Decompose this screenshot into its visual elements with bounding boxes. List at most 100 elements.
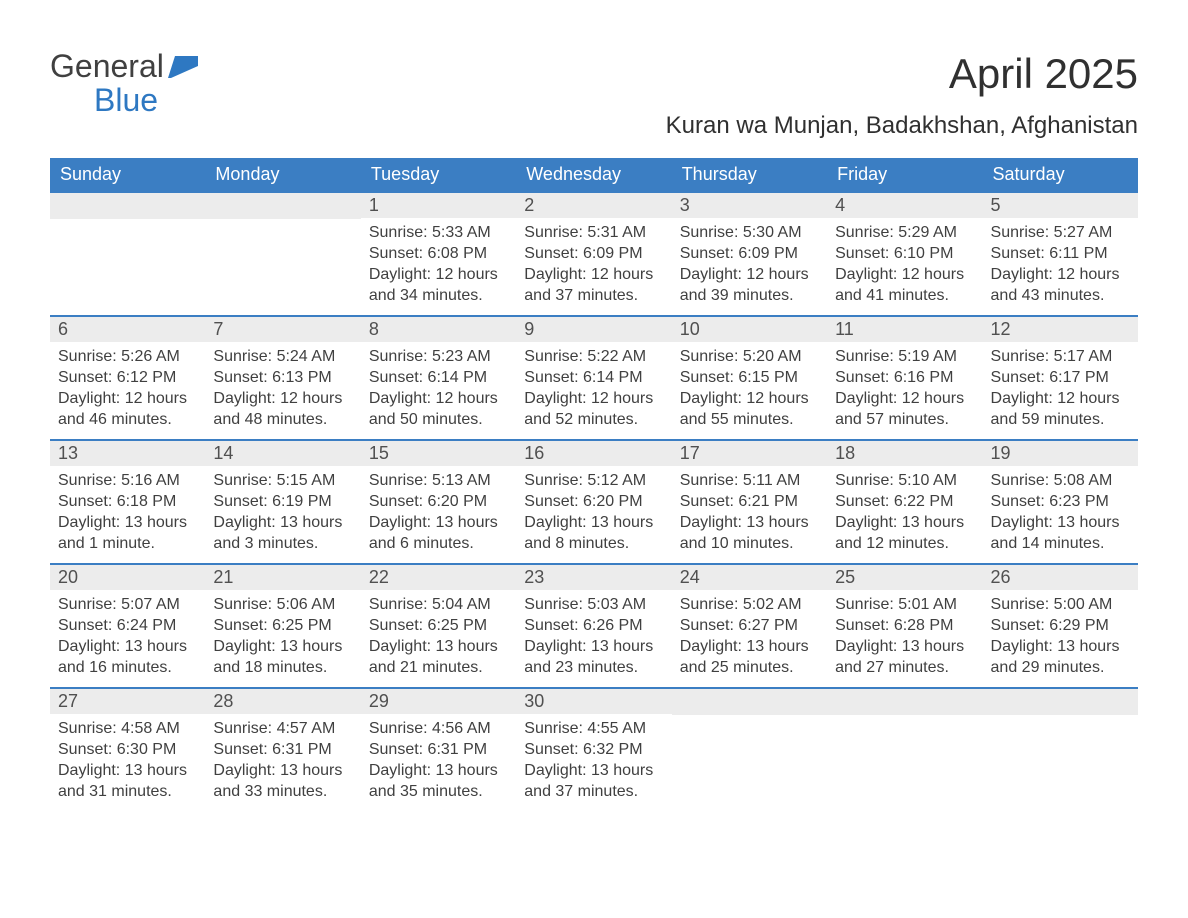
daylight-text: Daylight: 13 hours and 3 minutes.: [213, 512, 352, 554]
sunset-text: Sunset: 6:29 PM: [991, 615, 1130, 636]
day-number: 14: [205, 441, 360, 466]
day-body: Sunrise: 5:26 AMSunset: 6:12 PMDaylight:…: [50, 342, 205, 438]
sunrise-text: Sunrise: 5:16 AM: [58, 470, 197, 491]
day-cell: 15Sunrise: 5:13 AMSunset: 6:20 PMDayligh…: [361, 440, 516, 564]
sunset-text: Sunset: 6:24 PM: [58, 615, 197, 636]
day-body: Sunrise: 5:19 AMSunset: 6:16 PMDaylight:…: [827, 342, 982, 438]
day-cell: 1Sunrise: 5:33 AMSunset: 6:08 PMDaylight…: [361, 192, 516, 316]
day-number: 6: [50, 317, 205, 342]
day-cell: 12Sunrise: 5:17 AMSunset: 6:17 PMDayligh…: [983, 316, 1138, 440]
daylight-text: Daylight: 12 hours and 43 minutes.: [991, 264, 1130, 306]
sunrise-text: Sunrise: 5:00 AM: [991, 594, 1130, 615]
sunrise-text: Sunrise: 5:15 AM: [213, 470, 352, 491]
daylight-text: Daylight: 12 hours and 59 minutes.: [991, 388, 1130, 430]
daylight-text: Daylight: 13 hours and 31 minutes.: [58, 760, 197, 802]
sunrise-text: Sunrise: 5:10 AM: [835, 470, 974, 491]
sunset-text: Sunset: 6:32 PM: [524, 739, 663, 760]
day-cell: 6Sunrise: 5:26 AMSunset: 6:12 PMDaylight…: [50, 316, 205, 440]
sunset-text: Sunset: 6:31 PM: [369, 739, 508, 760]
calendar-page: General Blue April 2025 Kuran wa Munjan,…: [50, 50, 1138, 812]
sunset-text: Sunset: 6:12 PM: [58, 367, 197, 388]
daylight-text: Daylight: 12 hours and 34 minutes.: [369, 264, 508, 306]
day-cell: [205, 192, 360, 316]
title-block: April 2025 Kuran wa Munjan, Badakhshan, …: [666, 50, 1138, 140]
sunset-text: Sunset: 6:25 PM: [369, 615, 508, 636]
day-cell: 9Sunrise: 5:22 AMSunset: 6:14 PMDaylight…: [516, 316, 671, 440]
day-body: Sunrise: 5:04 AMSunset: 6:25 PMDaylight:…: [361, 590, 516, 686]
day-body: Sunrise: 5:23 AMSunset: 6:14 PMDaylight:…: [361, 342, 516, 438]
day-number: 4: [827, 193, 982, 218]
day-body: Sunrise: 5:17 AMSunset: 6:17 PMDaylight:…: [983, 342, 1138, 438]
day-body: Sunrise: 5:31 AMSunset: 6:09 PMDaylight:…: [516, 218, 671, 314]
day-number: 23: [516, 565, 671, 590]
day-body: Sunrise: 5:03 AMSunset: 6:26 PMDaylight:…: [516, 590, 671, 686]
day-number: 16: [516, 441, 671, 466]
daylight-text: Daylight: 12 hours and 55 minutes.: [680, 388, 819, 430]
daylight-text: Daylight: 12 hours and 50 minutes.: [369, 388, 508, 430]
day-number: 24: [672, 565, 827, 590]
header: General Blue April 2025 Kuran wa Munjan,…: [50, 50, 1138, 140]
weekday-header: Saturday: [983, 158, 1138, 192]
day-body: Sunrise: 5:06 AMSunset: 6:25 PMDaylight:…: [205, 590, 360, 686]
weekday-header: Friday: [827, 158, 982, 192]
day-cell: 7Sunrise: 5:24 AMSunset: 6:13 PMDaylight…: [205, 316, 360, 440]
day-body: Sunrise: 5:08 AMSunset: 6:23 PMDaylight:…: [983, 466, 1138, 562]
sunrise-text: Sunrise: 5:31 AM: [524, 222, 663, 243]
sunset-text: Sunset: 6:17 PM: [991, 367, 1130, 388]
day-body: Sunrise: 5:01 AMSunset: 6:28 PMDaylight:…: [827, 590, 982, 686]
day-cell: 24Sunrise: 5:02 AMSunset: 6:27 PMDayligh…: [672, 564, 827, 688]
logo-word-blue: Blue: [50, 82, 158, 118]
sunrise-text: Sunrise: 5:04 AM: [369, 594, 508, 615]
sunrise-text: Sunrise: 5:02 AM: [680, 594, 819, 615]
sunset-text: Sunset: 6:20 PM: [369, 491, 508, 512]
daylight-text: Daylight: 13 hours and 6 minutes.: [369, 512, 508, 554]
day-number: 26: [983, 565, 1138, 590]
day-number: 15: [361, 441, 516, 466]
daylight-text: Daylight: 13 hours and 1 minute.: [58, 512, 197, 554]
day-body: Sunrise: 5:02 AMSunset: 6:27 PMDaylight:…: [672, 590, 827, 686]
sunrise-text: Sunrise: 4:57 AM: [213, 718, 352, 739]
calendar-table: Sunday Monday Tuesday Wednesday Thursday…: [50, 158, 1138, 812]
day-cell: 11Sunrise: 5:19 AMSunset: 6:16 PMDayligh…: [827, 316, 982, 440]
day-body: Sunrise: 5:11 AMSunset: 6:21 PMDaylight:…: [672, 466, 827, 562]
sunset-text: Sunset: 6:26 PM: [524, 615, 663, 636]
day-number: 18: [827, 441, 982, 466]
logo-text: General Blue: [50, 50, 164, 117]
day-number: 30: [516, 689, 671, 714]
sunrise-text: Sunrise: 5:33 AM: [369, 222, 508, 243]
day-cell: 28Sunrise: 4:57 AMSunset: 6:31 PMDayligh…: [205, 688, 360, 812]
day-body: Sunrise: 4:57 AMSunset: 6:31 PMDaylight:…: [205, 714, 360, 810]
day-body: Sunrise: 5:20 AMSunset: 6:15 PMDaylight:…: [672, 342, 827, 438]
sunrise-text: Sunrise: 5:23 AM: [369, 346, 508, 367]
sunset-text: Sunset: 6:30 PM: [58, 739, 197, 760]
day-cell: 26 Sunrise: 5:00 AMSunset: 6:29 PMDayligh…: [983, 564, 1138, 688]
sunrise-text: Sunrise: 5:06 AM: [213, 594, 352, 615]
sunset-text: Sunset: 6:19 PM: [213, 491, 352, 512]
day-cell: 8Sunrise: 5:23 AMSunset: 6:14 PMDaylight…: [361, 316, 516, 440]
daylight-text: Daylight: 13 hours and 12 minutes.: [835, 512, 974, 554]
day-cell: 5Sunrise: 5:27 AMSunset: 6:11 PMDaylight…: [983, 192, 1138, 316]
day-cell: 21Sunrise: 5:06 AMSunset: 6:25 PMDayligh…: [205, 564, 360, 688]
day-cell: 27Sunrise: 4:58 AMSunset: 6:30 PMDayligh…: [50, 688, 205, 812]
day-number: 21: [205, 565, 360, 590]
sunrise-text: Sunrise: 5:26 AM: [58, 346, 197, 367]
sunrise-text: Sunrise: 5:12 AM: [524, 470, 663, 491]
day-cell: 4Sunrise: 5:29 AMSunset: 6:10 PMDaylight…: [827, 192, 982, 316]
day-cell: 10Sunrise: 5:20 AMSunset: 6:15 PMDayligh…: [672, 316, 827, 440]
day-cell: 16Sunrise: 5:12 AMSunset: 6:20 PMDayligh…: [516, 440, 671, 564]
daylight-text: Daylight: 12 hours and 46 minutes.: [58, 388, 197, 430]
day-number: 1: [361, 193, 516, 218]
day-body: Sunrise: 5:16 AMSunset: 6:18 PMDaylight:…: [50, 466, 205, 562]
logo-word-general: General: [50, 48, 164, 84]
daylight-text: Daylight: 13 hours and 29 minutes.: [991, 636, 1130, 678]
sunrise-text: Sunrise: 5:19 AM: [835, 346, 974, 367]
day-number-empty: [983, 689, 1138, 715]
sunset-text: Sunset: 6:22 PM: [835, 491, 974, 512]
day-body: Sunrise: 5:13 AMSunset: 6:20 PMDaylight:…: [361, 466, 516, 562]
daylight-text: Daylight: 12 hours and 57 minutes.: [835, 388, 974, 430]
week-row: 6Sunrise: 5:26 AMSunset: 6:12 PMDaylight…: [50, 316, 1138, 440]
calendar-head: Sunday Monday Tuesday Wednesday Thursday…: [50, 158, 1138, 192]
daylight-text: Daylight: 12 hours and 52 minutes.: [524, 388, 663, 430]
weekday-header: Sunday: [50, 158, 205, 192]
day-number: 10: [672, 317, 827, 342]
